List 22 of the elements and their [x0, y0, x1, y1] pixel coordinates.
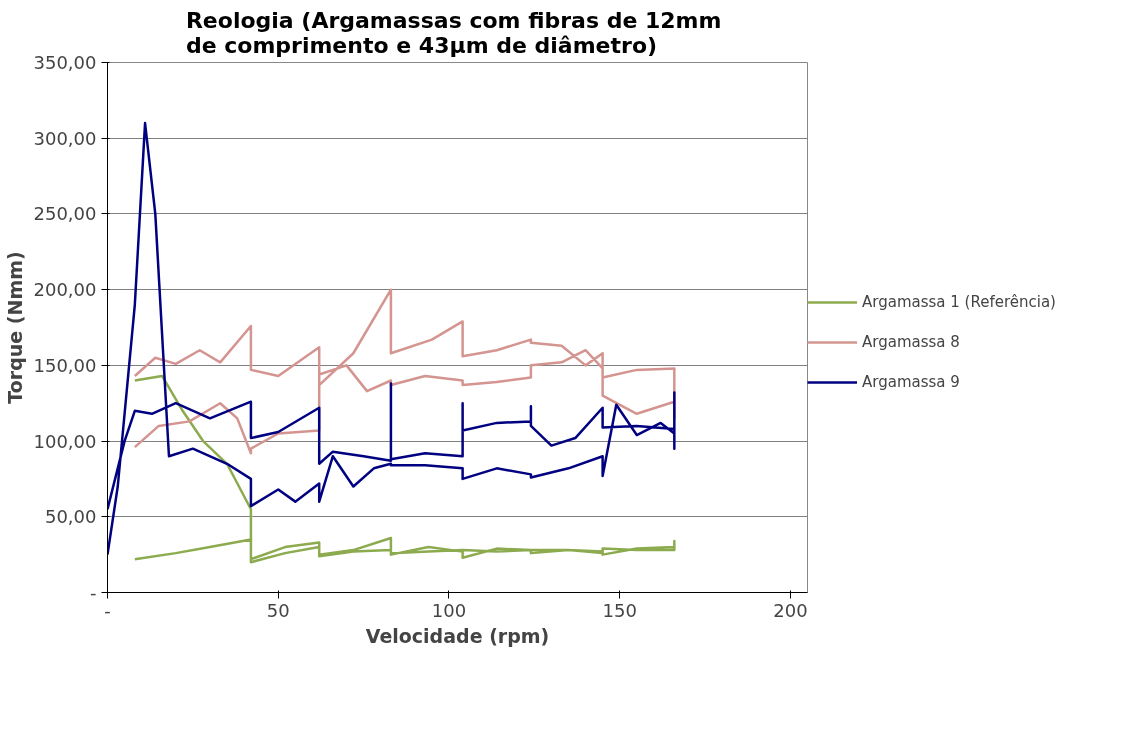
- x-tick-label: -: [104, 599, 111, 621]
- y-tick-label: 50,00: [44, 506, 97, 528]
- y-tick-label: -: [90, 582, 97, 603]
- legend-label: Argamassa 8: [862, 333, 960, 351]
- y-tick-label: 150,00: [33, 354, 97, 376]
- x-axis-title: Velocidade (rpm): [365, 624, 550, 647]
- y-tick-label: 300,00: [33, 127, 97, 149]
- y-tick-label: 350,00: [33, 52, 97, 73]
- legend-label: Argamassa 9: [862, 373, 960, 391]
- y-tick-label: 100,00: [33, 430, 97, 452]
- y-axis-title: Torque (Nmm): [3, 251, 26, 404]
- y-tick-label: 200,00: [33, 279, 97, 301]
- x-tick-label: 100: [431, 599, 467, 621]
- line-series: [107, 121, 676, 556]
- x-tick-label: 150: [602, 599, 637, 621]
- legend-label: Argamassa 1 (Referência): [862, 293, 1056, 311]
- line-series: [133, 288, 676, 455]
- x-tick-label: 200: [773, 599, 808, 621]
- line-series: [133, 374, 676, 564]
- y-tick-label: 250,00: [33, 203, 97, 225]
- chart-title: Reologia (Argamassas com fibras de 12mm de comprimento e 43µm de diâmetro): [185, 7, 722, 58]
- x-tick-label: 50: [266, 599, 290, 621]
